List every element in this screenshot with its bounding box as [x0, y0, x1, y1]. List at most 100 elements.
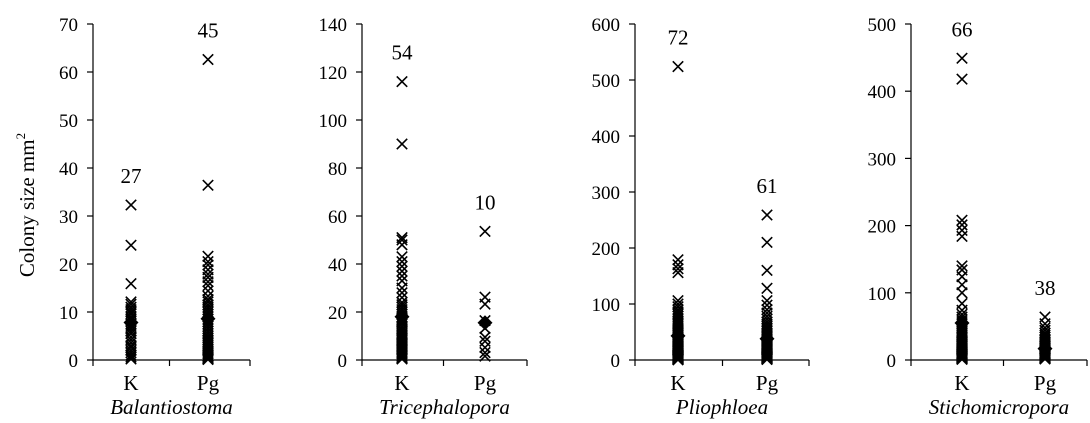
count-label: 10	[475, 190, 496, 214]
y-tick-label: 10	[59, 303, 78, 324]
data-point-cross	[956, 224, 968, 237]
data-point-cross	[125, 239, 137, 252]
y-tick-label: 0	[611, 351, 621, 372]
mean-diamond	[200, 311, 216, 327]
category-label: K	[670, 371, 685, 395]
y-tick-label: 50	[59, 111, 78, 132]
data-point-cross	[672, 60, 684, 73]
y-tick-label: 120	[319, 63, 348, 84]
category-label: K	[123, 371, 138, 395]
mean-diamond	[394, 309, 410, 325]
genus-label: Tricephalopora	[379, 395, 510, 419]
count-label: 27	[121, 164, 142, 188]
series-pg: 10	[475, 190, 496, 362]
y-tick-label: 30	[59, 207, 78, 228]
data-point-cross	[672, 262, 684, 275]
data-point-cross	[202, 250, 214, 263]
count-label: 54	[392, 41, 414, 65]
data-point-cross	[125, 277, 137, 290]
data-point-cross	[479, 331, 491, 343]
y-tick-label: 100	[592, 295, 621, 316]
y-tick-label: 200	[868, 217, 897, 238]
data-point-cross	[396, 234, 408, 246]
data-point-cross	[956, 287, 968, 299]
y-tick-label: 500	[868, 15, 897, 36]
y-tick-label: 100	[868, 284, 897, 305]
data-point-cross	[202, 347, 214, 360]
mean-diamond	[759, 331, 775, 347]
series-k: 54	[392, 41, 414, 365]
y-tick-label: 0	[887, 351, 897, 372]
data-point-cross	[956, 214, 968, 226]
category-label: Pg	[197, 371, 220, 395]
data-point-cross	[396, 138, 408, 150]
data-point-cross	[202, 353, 214, 366]
data-point-cross	[396, 260, 408, 273]
category-label: Pg	[756, 371, 779, 395]
series-pg: 45	[198, 19, 219, 366]
data-point-cross	[396, 353, 408, 365]
data-point-cross	[956, 219, 968, 231]
genus-label: Stichomicropora	[929, 395, 1069, 419]
data-point-cross	[202, 290, 214, 302]
data-point-cross	[956, 353, 968, 366]
y-tick-label: 60	[328, 207, 347, 228]
y-tick-label: 300	[868, 149, 897, 170]
data-point-cross	[479, 346, 491, 359]
genus-label: Pliophloea	[675, 395, 768, 419]
mean-diamond	[123, 315, 139, 331]
data-point-cross	[672, 354, 684, 366]
series-k: 66	[952, 17, 973, 366]
data-point-cross	[1039, 353, 1051, 365]
data-point-cross	[202, 255, 214, 268]
count-label: 38	[1035, 276, 1056, 300]
series-pg: 61	[757, 174, 778, 366]
data-point-cross	[202, 275, 214, 288]
count-label: 72	[668, 26, 689, 50]
y-tick-label: 500	[592, 71, 621, 92]
data-point-cross	[396, 282, 408, 294]
mean-diamond	[477, 315, 493, 331]
y-tick-label: 300	[592, 183, 621, 204]
y-axis-label: Colony size mm2	[13, 133, 39, 277]
data-point-cross	[396, 350, 408, 363]
y-tick-label: 60	[59, 63, 78, 84]
data-point-cross	[202, 179, 214, 192]
data-point-cross	[479, 298, 491, 310]
series-k: 72	[668, 26, 689, 366]
category-label: K	[954, 371, 969, 395]
y-tick-label: 70	[59, 15, 78, 36]
series-pg: 38	[1035, 276, 1056, 365]
count-label: 66	[952, 17, 973, 41]
count-label: 45	[198, 19, 219, 43]
data-point-cross	[479, 225, 491, 238]
data-point-cross	[672, 253, 684, 266]
data-point-cross	[202, 53, 214, 66]
mean-diamond	[1037, 341, 1053, 357]
data-point-cross	[396, 265, 408, 277]
y-tick-label: 140	[319, 15, 348, 36]
data-point-cross	[125, 199, 137, 211]
series-k: 27	[121, 164, 142, 365]
y-tick-label: 400	[592, 127, 621, 148]
data-point-cross	[396, 251, 408, 263]
category-label: K	[394, 371, 409, 395]
data-point-cross	[761, 209, 773, 221]
y-axis-label-superscript: 2	[13, 133, 28, 140]
data-point-cross	[125, 353, 137, 365]
data-point-cross	[125, 325, 137, 337]
y-tick-label: 0	[338, 351, 348, 372]
data-point-cross	[125, 349, 137, 361]
data-point-cross	[396, 239, 408, 251]
data-point-cross	[202, 259, 214, 271]
data-point-cross	[396, 270, 408, 282]
y-tick-label: 100	[319, 111, 348, 132]
category-label: Pg	[474, 371, 497, 395]
y-axis-label-text: Colony size mm	[15, 139, 39, 277]
data-point-cross	[202, 271, 214, 284]
data-point-cross	[396, 287, 408, 299]
